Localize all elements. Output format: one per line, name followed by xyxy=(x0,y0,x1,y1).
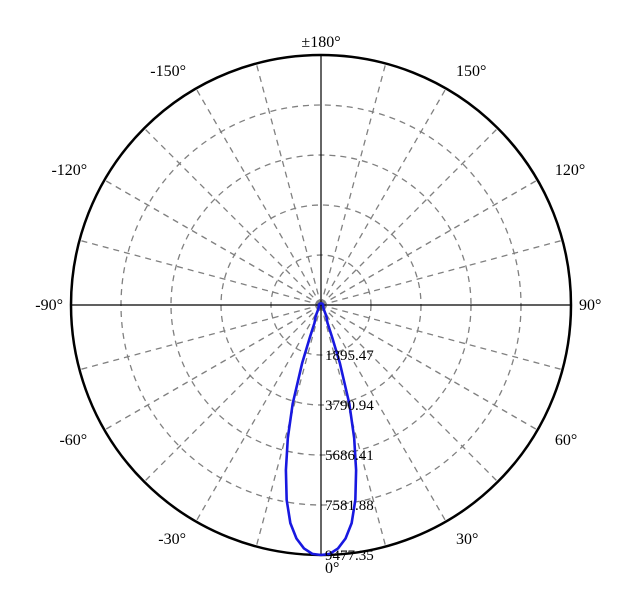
angle-label: 90° xyxy=(579,297,601,314)
angle-label: 120° xyxy=(555,162,585,179)
grid-spoke xyxy=(196,305,321,522)
grid-spoke xyxy=(104,305,321,430)
grid-spoke xyxy=(321,128,498,305)
radial-label: 7581.88 xyxy=(325,498,374,514)
radial-label: 3790.94 xyxy=(325,398,374,414)
angle-label: 150° xyxy=(456,63,486,80)
angle-label: -120° xyxy=(51,162,87,179)
radial-label: 1895.47 xyxy=(325,348,374,364)
grid-spoke xyxy=(321,64,386,305)
grid-spoke xyxy=(144,128,321,305)
grid-spoke xyxy=(104,180,321,305)
grid-spoke xyxy=(80,305,321,370)
angle-label: -90° xyxy=(35,297,63,314)
radial-label: 5686.41 xyxy=(325,448,374,464)
grid-spoke xyxy=(196,88,321,305)
grid-spoke xyxy=(80,240,321,305)
angle-label: ±180° xyxy=(301,34,340,51)
grid-spoke xyxy=(256,64,321,305)
grid-spoke xyxy=(321,240,562,305)
angle-label: -150° xyxy=(150,63,186,80)
angle-label: -60° xyxy=(59,432,87,449)
angle-label: 60° xyxy=(555,432,577,449)
angle-label: -30° xyxy=(158,531,186,548)
grid-spoke xyxy=(321,180,538,305)
radial-label: 9477.35 xyxy=(325,548,374,564)
angle-label: 30° xyxy=(456,531,478,548)
polar-chart: 0°30°60°90°120°150°±180°-150°-120°-90°-6… xyxy=(0,0,642,610)
grid-spoke xyxy=(321,88,446,305)
